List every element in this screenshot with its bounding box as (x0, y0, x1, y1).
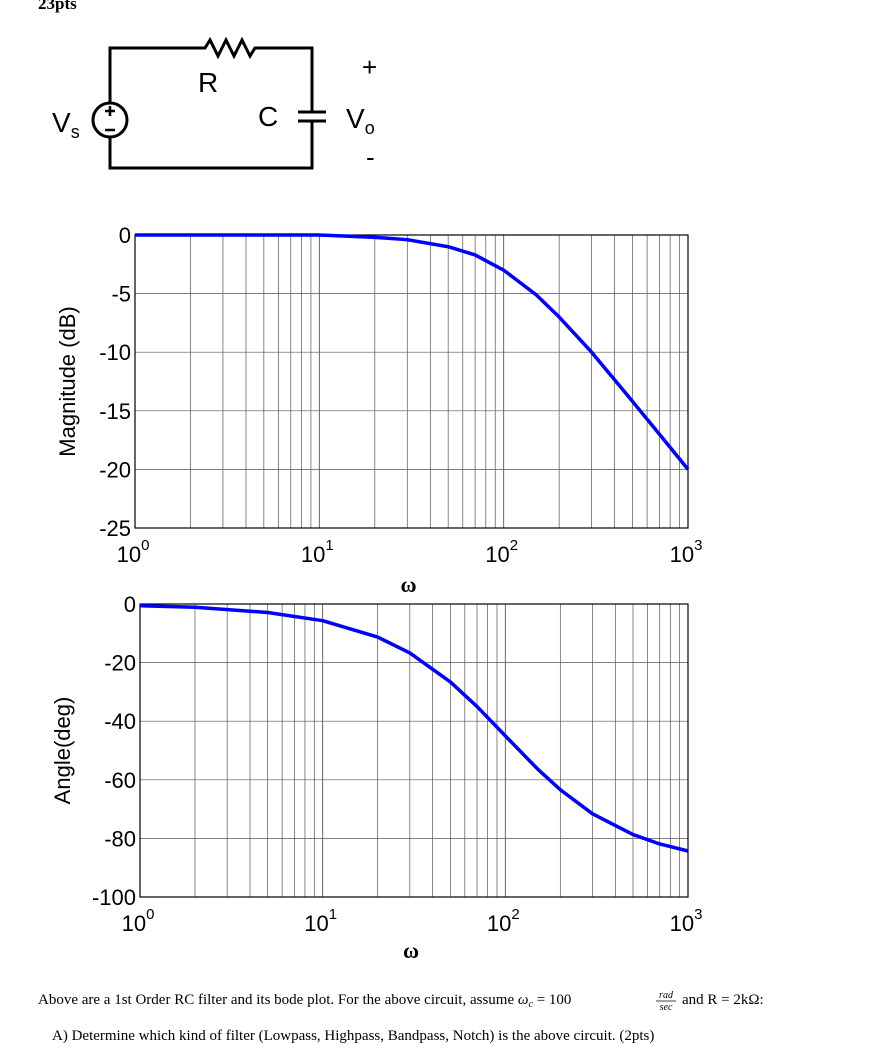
x-tick-label: 102 (487, 906, 520, 936)
resistor-label: R (198, 67, 218, 98)
intro-text: Above are a 1st Order RC filter and its … (38, 992, 571, 1010)
y-axis-label: Magnitude (dB) (55, 306, 80, 456)
question-a: A) Determine which kind of filter (Lowpa… (52, 1028, 654, 1044)
y-axis-label: Angle(deg) (50, 697, 75, 805)
y-tick-label: 0 (124, 592, 136, 617)
x-tick-label: 102 (485, 537, 518, 567)
intro-tail: and R = 2kΩ: (682, 992, 764, 1008)
source-polarity (105, 106, 115, 132)
points: 23pts (38, 0, 77, 13)
plot-frame (134, 234, 689, 529)
plot-area (140, 604, 688, 897)
y-tick-label: -5 (111, 282, 131, 307)
fraction-numerator: rad (659, 990, 674, 1001)
source-label: Vs (52, 107, 80, 142)
plot-area (135, 235, 688, 528)
plus-sign: + (362, 52, 377, 82)
circuit: R C Vs Vo + - (52, 36, 377, 172)
data-line (135, 233, 690, 471)
x-tick-label: 103 (670, 906, 703, 936)
y-tick-label: -60 (104, 768, 136, 793)
y-tick-label: 0 (119, 223, 131, 248)
circuit-wires (108, 36, 326, 170)
fraction-denominator: sec (660, 1002, 673, 1013)
x-tick-label: 103 (670, 537, 703, 567)
y-tick-label: -20 (99, 457, 131, 482)
y-tick-label: -80 (104, 826, 136, 851)
capacitor-label: C (258, 101, 278, 132)
x-tick-label: 100 (122, 906, 155, 936)
data-line (139, 604, 689, 853)
x-tick-label: 101 (301, 537, 334, 567)
y-tick-label: -20 (104, 651, 136, 676)
x-axis-label: ω (400, 572, 416, 597)
y-tick-label: -15 (99, 399, 131, 424)
y-tick-label: -100 (92, 885, 136, 910)
y-tick-label: -25 (99, 516, 131, 541)
source-symbol (91, 101, 129, 139)
output-label: Vo (346, 103, 375, 138)
minus-sign: - (366, 142, 375, 172)
x-tick-label: 100 (117, 537, 150, 567)
y-tick-label: -10 (99, 340, 131, 365)
y-tick-label: -40 (104, 709, 136, 734)
plot-frame (139, 603, 689, 898)
x-axis-label: ω (403, 938, 419, 963)
x-tick-label: 101 (304, 906, 337, 936)
